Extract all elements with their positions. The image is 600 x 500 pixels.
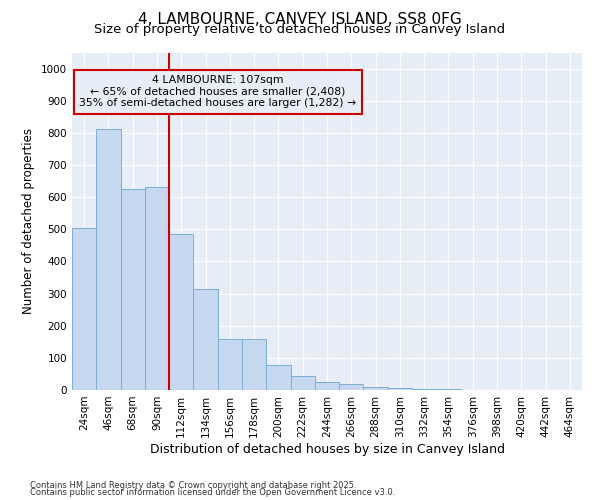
Text: 4 LAMBOURNE: 107sqm
← 65% of detached houses are smaller (2,408)
35% of semi-det: 4 LAMBOURNE: 107sqm ← 65% of detached ho…	[79, 75, 356, 108]
Bar	[315, 382, 339, 390]
Bar	[388, 388, 412, 390]
Text: Contains HM Land Registry data © Crown copyright and database right 2025.: Contains HM Land Registry data © Crown c…	[30, 480, 356, 490]
Bar	[364, 387, 388, 390]
Bar	[266, 365, 290, 390]
Text: 4, LAMBOURNE, CANVEY ISLAND, SS8 0FG: 4, LAMBOURNE, CANVEY ISLAND, SS8 0FG	[138, 12, 462, 28]
Bar	[218, 338, 242, 390]
Bar	[339, 384, 364, 390]
Bar	[242, 338, 266, 390]
Bar	[193, 289, 218, 390]
Bar	[96, 129, 121, 390]
Bar	[72, 228, 96, 390]
Bar	[145, 188, 169, 390]
Bar	[121, 189, 145, 390]
X-axis label: Distribution of detached houses by size in Canvey Island: Distribution of detached houses by size …	[149, 442, 505, 456]
Y-axis label: Number of detached properties: Number of detached properties	[22, 128, 35, 314]
Text: Size of property relative to detached houses in Canvey Island: Size of property relative to detached ho…	[94, 22, 506, 36]
Bar	[169, 234, 193, 390]
Bar	[412, 388, 436, 390]
Text: Contains public sector information licensed under the Open Government Licence v3: Contains public sector information licen…	[30, 488, 395, 497]
Bar	[290, 376, 315, 390]
